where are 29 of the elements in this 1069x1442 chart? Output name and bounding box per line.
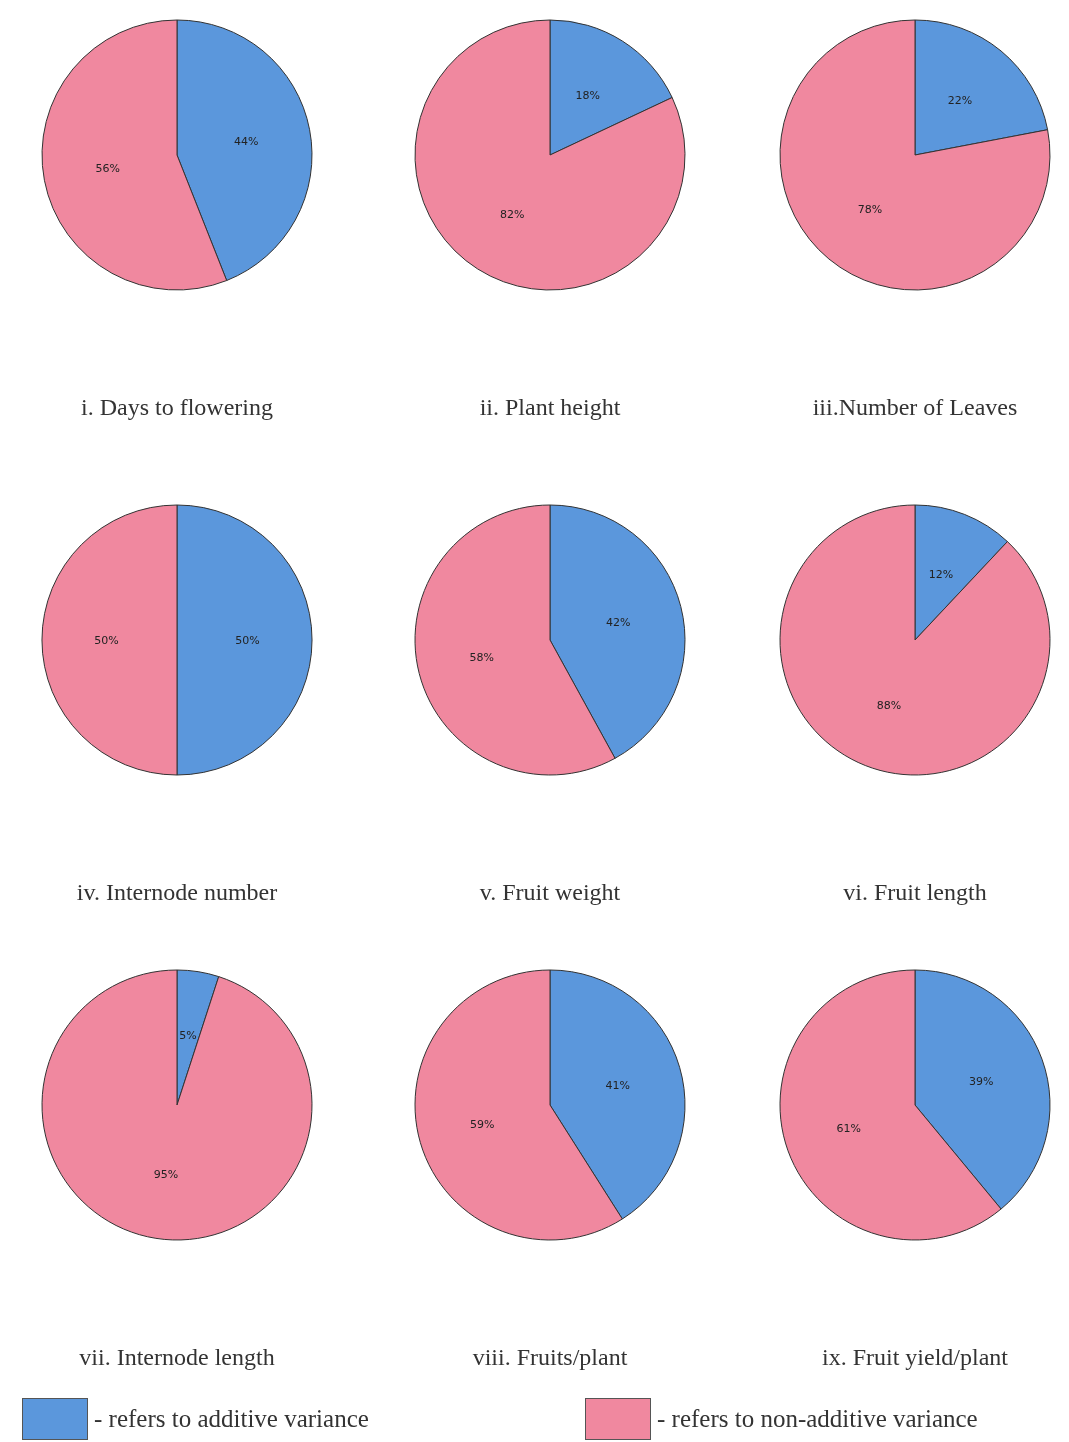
text: viii. Fruits/plant: [472, 1344, 628, 1370]
legend-label: - refers to additive variance: [94, 1405, 369, 1433]
data-label: 5%: [179, 1028, 197, 1042]
legend-label: - refers to non-additive variance: [657, 1405, 978, 1433]
data-label: 50%: [235, 633, 260, 647]
data-label: 50%: [94, 633, 119, 647]
text: ix. Fruit yield/plant: [822, 1344, 1009, 1370]
data-label: 18%: [575, 88, 600, 102]
text: iii.Number of Leaves: [812, 394, 1018, 420]
text: iv. Internode number: [76, 879, 278, 905]
data-label: 95%: [153, 1168, 179, 1182]
data-label: 58%: [469, 651, 494, 665]
data-label: 44%: [234, 135, 259, 149]
data-label: 61%: [836, 1122, 861, 1136]
data-label: 22%: [947, 94, 973, 108]
data-label: 88%: [876, 699, 902, 713]
data-label: 56%: [95, 161, 120, 175]
text: vii. Internode length: [79, 1344, 275, 1370]
text: vi. Fruit length: [843, 879, 987, 905]
data-label: 82%: [500, 208, 525, 222]
text: ii. Plant height: [479, 394, 621, 420]
data-label: 12%: [928, 567, 954, 581]
data-label: 41%: [605, 1078, 630, 1092]
text: v. Fruit weight: [479, 879, 621, 905]
data-label: 78%: [857, 202, 883, 216]
data-label: 42%: [606, 615, 631, 629]
data-label: 59%: [470, 1118, 495, 1132]
data-label: 39%: [969, 1074, 994, 1088]
text: i. Days to flowering: [81, 394, 273, 420]
